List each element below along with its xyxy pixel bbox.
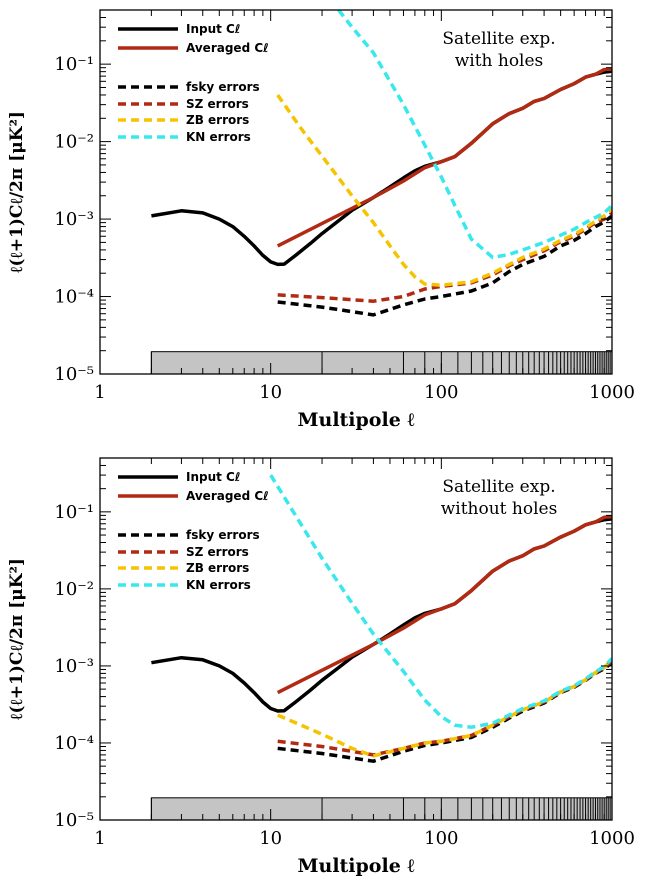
- legend-label-3: SZ errors: [186, 545, 249, 559]
- x-axis-label: Multipole ℓ: [297, 855, 414, 877]
- y-tick-label: 10⁻⁵: [54, 810, 94, 831]
- legend-label-2: fsky errors: [186, 528, 260, 542]
- bin-band-fill: [150, 797, 613, 821]
- legend-label-4: ZB errors: [186, 113, 249, 127]
- tick-marks: [99, 9, 613, 375]
- series-line-4: [276, 93, 612, 287]
- series-group: [151, 10, 612, 317]
- series-line-5: [337, 10, 612, 260]
- legend-label-0: Input Cℓ: [186, 22, 241, 36]
- series-line-4: [277, 658, 612, 758]
- series-line-5: [269, 474, 612, 729]
- x-tick-label: 100: [424, 382, 458, 403]
- series-line-1: [276, 515, 612, 695]
- legend-label-4: ZB errors: [186, 561, 249, 575]
- legend-label-0: Input Cℓ: [186, 470, 241, 484]
- series-line-3: [277, 211, 612, 303]
- y-tick-label: 10⁻⁵: [54, 364, 94, 385]
- plot-frame: [99, 457, 613, 821]
- chart-panel-bottom: 1 10 100 1000 10⁻⁵ 10⁻⁴ 10⁻³ 10⁻² 10⁻¹ Multipole …: [7, 457, 635, 877]
- x-tick-label: 1000: [589, 828, 635, 849]
- multipole-bin-band: [150, 351, 613, 375]
- legend-label-1: Averaged Cℓ: [186, 41, 269, 55]
- annotation-text: Satellite exp.: [442, 477, 555, 497]
- series-group: [151, 474, 612, 763]
- legend: Input Cℓ Averaged Cℓ fsky errors SZ errors Z…: [118, 470, 269, 592]
- x-tick-label: 10: [259, 828, 282, 849]
- annotation-text: Satellite exp.: [442, 29, 555, 49]
- y-tick-label: 10⁻¹: [54, 502, 94, 523]
- series-line-2: [277, 214, 612, 317]
- legend-label-3: SZ errors: [186, 97, 249, 111]
- y-axis-label: ℓ(ℓ+1)Cℓ/2π [μK²]: [7, 558, 27, 720]
- multipole-bin-band: [150, 797, 613, 821]
- series-line-1: [276, 67, 612, 248]
- y-tick-label: 10⁻³: [54, 656, 94, 677]
- chart-panel-top: 1 10 100 1000 10⁻⁵ 10⁻⁴ 10⁻³ 10⁻² 10⁻¹ Multipole …: [7, 9, 635, 431]
- annotation-text: with holes: [455, 51, 544, 71]
- x-tick-label: 1: [94, 828, 105, 849]
- x-axis-label: Multipole ℓ: [297, 409, 414, 431]
- y-tick-label: 10⁻²: [54, 132, 94, 153]
- legend-label-1: Averaged Cℓ: [186, 489, 269, 503]
- annotation-text: without holes: [441, 499, 558, 519]
- x-tick-label: 1: [94, 382, 105, 403]
- y-axis-label: ℓ(ℓ+1)Cℓ/2π [μK²]: [7, 111, 27, 273]
- legend: Input Cℓ Averaged Cℓ fsky errors SZ errors Z…: [118, 22, 269, 144]
- plot-frame: [99, 9, 613, 375]
- tick-marks: [99, 457, 613, 821]
- legend-label-5: KN errors: [186, 578, 251, 592]
- y-tick-label: 10⁻³: [54, 209, 94, 230]
- x-tick-label: 100: [424, 828, 458, 849]
- legend-label-5: KN errors: [186, 130, 251, 144]
- y-tick-label: 10⁻¹: [54, 54, 94, 75]
- bin-band-fill: [150, 351, 613, 375]
- y-tick-label: 10⁻²: [54, 579, 94, 600]
- y-tick-label: 10⁻⁴: [54, 733, 94, 754]
- y-tick-label: 10⁻⁴: [54, 287, 94, 308]
- x-tick-label: 1000: [589, 382, 635, 403]
- x-tick-label: 10: [259, 382, 282, 403]
- legend-label-2: fsky errors: [186, 80, 260, 94]
